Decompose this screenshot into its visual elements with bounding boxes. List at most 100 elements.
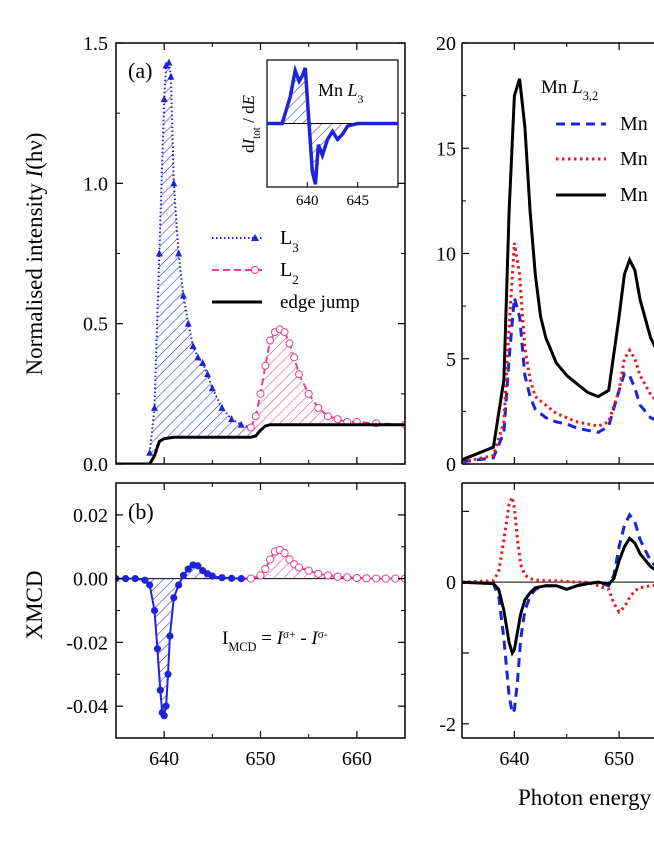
panel-c-ytick-label: 0 xyxy=(446,454,456,476)
panel-b-l2-marker xyxy=(256,571,265,580)
xmcd-formula: IMCD = Iσ+ - Iσ- xyxy=(222,628,328,654)
panel-b-ylabel: XMCD xyxy=(22,570,47,639)
panel-b-l3-marker xyxy=(184,565,192,573)
legend-l2-marker xyxy=(251,266,259,274)
l3-hatch-area xyxy=(149,62,251,464)
l2-marker xyxy=(280,328,289,337)
inset-xtick-label: 640 xyxy=(296,193,319,209)
panel-b-l3-marker xyxy=(228,574,236,582)
l3-marker xyxy=(160,95,168,103)
l3-marker xyxy=(175,249,183,257)
l2-marker xyxy=(251,412,260,421)
panel-b-l3-marker xyxy=(146,581,154,589)
panel-b-l3-marker xyxy=(179,571,188,580)
panel-b-l3-marker xyxy=(166,632,174,640)
panel-c-legend-text-1: Mn xyxy=(620,113,648,135)
panel-d-xtick-label: 640 xyxy=(499,748,529,770)
x-axis-label: Photon energy xyxy=(518,785,652,810)
l3-marker xyxy=(165,58,173,66)
panel-c-plot xyxy=(462,78,654,464)
panel-a-ytick-label: 1.5 xyxy=(83,33,108,55)
l2-marker xyxy=(333,415,342,424)
l2-marker xyxy=(290,353,299,362)
panel-d-series-2 xyxy=(462,492,654,615)
l3-marker xyxy=(155,249,163,257)
panel-d-ytick-label: -2 xyxy=(439,714,456,736)
panel-b-l2-marker xyxy=(246,574,255,583)
panel-b-xtick-label: 650 xyxy=(246,748,276,770)
l2-marker xyxy=(314,403,323,412)
panel-a-label: (a) xyxy=(128,58,152,83)
panel-b-l2-marker xyxy=(352,573,361,583)
panel-a-ytick-label: 0.0 xyxy=(83,454,108,476)
panel-c-series-2 xyxy=(462,242,654,464)
l3-marker xyxy=(204,370,212,378)
legend-l3-text: L3 xyxy=(280,227,299,255)
panel-b-l3-marker xyxy=(237,575,245,583)
panel-b-hatch-l2 xyxy=(250,549,405,579)
inset-curve xyxy=(267,64,398,185)
l2-marker xyxy=(323,412,332,421)
panel-b-l2-marker xyxy=(261,564,270,574)
panel-c-legend-text-3: Mn xyxy=(620,184,648,206)
panel-a-legend xyxy=(212,234,262,304)
panel-b-ytick-label: -0.04 xyxy=(66,696,108,718)
panel-c-ytick-label: 20 xyxy=(436,33,456,55)
edge-jump-curve xyxy=(116,423,405,464)
legend-edge-text: edge jump xyxy=(280,292,360,313)
panel-b-l3-marker xyxy=(122,575,130,583)
panel-c-ytick-label: 15 xyxy=(436,138,456,160)
legend-l3-marker xyxy=(251,234,259,241)
panel-b-l2-marker xyxy=(323,571,333,580)
l3-marker xyxy=(189,342,197,350)
l3-marker xyxy=(194,353,202,361)
l3-marker xyxy=(199,358,207,366)
l3-marker xyxy=(184,319,192,327)
panel-c-series-3 xyxy=(462,78,654,462)
panel-c-legend-title: Mn L3,2 xyxy=(541,77,598,103)
panel-b-l2-marker xyxy=(362,574,371,583)
panel-b-l3-marker xyxy=(218,574,226,582)
panel-c-ytick-label: 5 xyxy=(446,349,456,371)
panel-b-l3-marker xyxy=(131,575,139,583)
l2-marker xyxy=(256,389,265,398)
panel-b-axes: 640 650 660 -0.04 -0.02 0.00 0.02 xyxy=(66,483,406,770)
l2-marker xyxy=(285,339,294,348)
panel-b-l2-marker xyxy=(372,574,381,583)
inset-label: Mn L3 xyxy=(318,80,364,106)
panel-b-l3-marker xyxy=(141,576,149,584)
inset-ylabel: dItot / dE xyxy=(239,94,263,153)
panel-b-label: (b) xyxy=(128,499,154,524)
panel-d-series-3 xyxy=(462,535,654,657)
panel-a-ylabel: Normalised intensity I(hν) xyxy=(22,133,47,376)
panel-b-l2-marker xyxy=(294,563,304,572)
l3-marker xyxy=(170,179,178,187)
panel-b-l3-marker xyxy=(194,562,202,570)
panel-b-ytick-label: 0.00 xyxy=(73,569,108,591)
panel-c-series-1 xyxy=(462,297,654,464)
l3-marker xyxy=(228,415,236,423)
l3-marker xyxy=(146,448,154,456)
panel-b-l2-marker xyxy=(266,555,275,564)
panel-a-axes: 0.0 0.5 1.0 1.5 xyxy=(83,33,406,476)
panel-b-l2-marker xyxy=(280,549,289,558)
inset-hatch-area xyxy=(267,67,398,185)
inset-xtick-label: 645 xyxy=(346,193,369,209)
panel-d-xtick-label: 650 xyxy=(604,748,634,770)
panel-b-l2-marker xyxy=(285,555,294,564)
l3-marker xyxy=(218,403,226,411)
panel-a-ytick-label: 0.5 xyxy=(83,314,108,336)
l2-marker xyxy=(246,423,255,432)
panel-d-ytick-label: 0 xyxy=(446,572,456,594)
l3-marker xyxy=(237,420,245,428)
panel-b-ytick-label: -0.02 xyxy=(66,632,108,654)
panel-b-xtick-label: 660 xyxy=(342,748,372,770)
panel-b-l2-marker xyxy=(333,572,342,581)
l3-marker xyxy=(179,291,187,299)
panel-b-l2-marker xyxy=(381,574,390,583)
panel-b-l2-marker xyxy=(343,573,352,582)
panel-a-ytick-label: 1.0 xyxy=(83,173,108,195)
legend-l2-text: L2 xyxy=(280,259,299,287)
l3-marker xyxy=(167,72,175,80)
